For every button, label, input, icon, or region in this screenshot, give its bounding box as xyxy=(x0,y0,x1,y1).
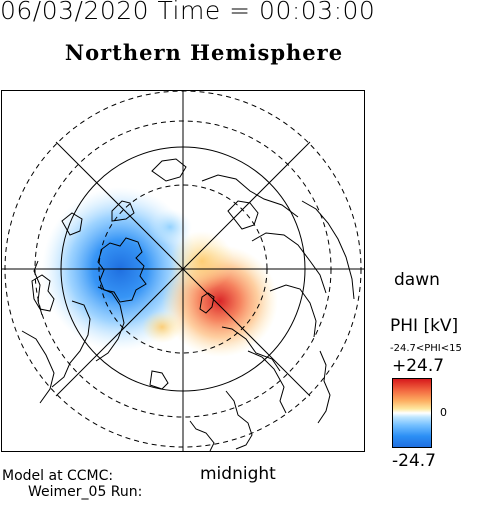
chukotka-coast xyxy=(201,174,299,218)
midnight-label: midnight xyxy=(200,464,276,484)
colorbar-max-label: +24.7 xyxy=(392,356,445,376)
east-asia-coast xyxy=(317,350,331,424)
scandinavia-coast xyxy=(221,326,281,372)
colorbar-zero-label: 0 xyxy=(440,406,447,419)
dawn-label: dawn xyxy=(394,270,440,290)
polar-map xyxy=(1,90,365,452)
coastlines xyxy=(21,158,355,451)
credit-line-1: Model at CCMC: xyxy=(2,468,114,484)
ellesmere-coast xyxy=(111,200,135,222)
positive-cell-upper xyxy=(170,231,234,291)
canada-coast-1 xyxy=(95,286,125,362)
siberia-coast-1 xyxy=(269,284,317,338)
positive-cell-tail xyxy=(142,311,182,343)
hemisphere-title: Northern Hemisphere xyxy=(64,40,344,65)
new-siberian-islands xyxy=(227,200,259,230)
potential-pattern xyxy=(42,187,278,357)
coordinate-grid xyxy=(2,91,364,451)
europe-coast-1 xyxy=(225,390,253,450)
colorbar-min-label: -24.7 xyxy=(392,451,436,471)
latitude-circle-80 xyxy=(98,184,268,354)
iceland-coast xyxy=(149,370,169,390)
polar-map-svg xyxy=(2,91,364,451)
meridian-diag-2 xyxy=(55,141,311,397)
banks-island-coast xyxy=(61,212,83,236)
latitude-circle-50 xyxy=(4,91,362,448)
europe-coast-2 xyxy=(247,350,287,414)
alaska-coast xyxy=(31,274,55,312)
siberia-coast-2 xyxy=(251,232,327,294)
negative-cell-extension xyxy=(148,209,192,245)
colorbar-title: PHI [kV] xyxy=(390,316,459,336)
canada-coast-2 xyxy=(51,300,91,388)
latitude-circles xyxy=(4,91,362,448)
pacific-coast-east xyxy=(301,200,355,300)
latitude-circle-70 xyxy=(60,146,306,392)
uk-coast xyxy=(189,420,215,451)
latitude-circle-60 xyxy=(34,120,332,418)
colorbar-range: -24.7<PHI<15 xyxy=(390,343,462,354)
west-coast xyxy=(21,330,55,404)
time-title: 06/03/2020 Time = 00:03:00 xyxy=(0,0,376,25)
credit-line-2: Weimer_05 Run: xyxy=(28,484,143,500)
wrangel-coast xyxy=(151,158,187,182)
colorbar xyxy=(392,378,432,448)
svalbard-coast xyxy=(199,292,215,314)
